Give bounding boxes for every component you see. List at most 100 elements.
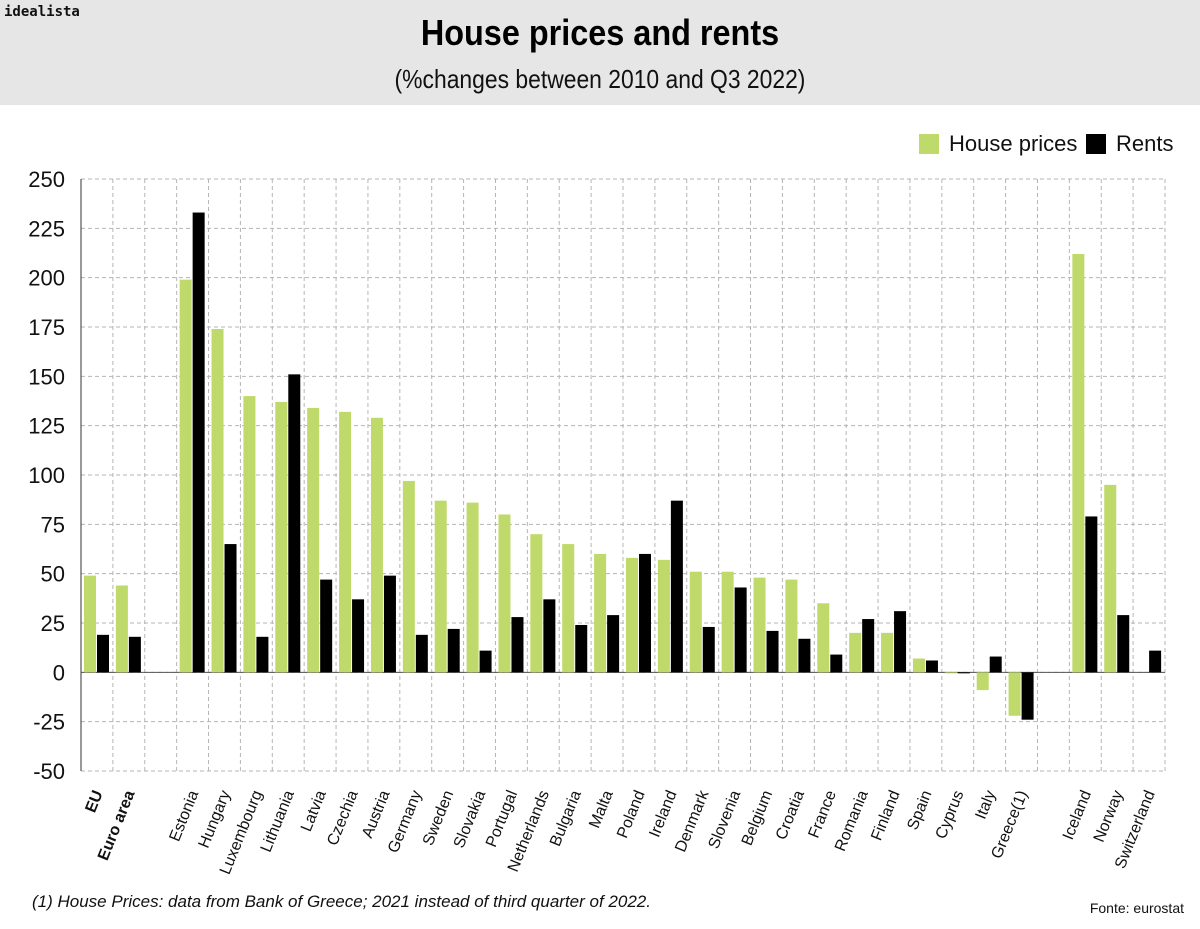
bar-house-prices	[721, 571, 734, 673]
bar-house-prices	[753, 577, 766, 673]
bar-rents	[925, 660, 938, 673]
bar-rents	[320, 579, 333, 673]
bar-rents	[97, 634, 109, 673]
bar-house-prices	[849, 632, 862, 673]
y-tick-label: -50	[33, 759, 65, 784]
bar-rents	[989, 656, 1002, 673]
bar-rents	[607, 615, 620, 673]
bar-rents	[798, 638, 811, 673]
source-credit: Fonte: eurostat	[1089, 900, 1184, 916]
x-category-label: Croatia	[773, 788, 808, 842]
bar-house-prices	[1104, 484, 1117, 673]
x-category-label: Spain	[904, 788, 935, 832]
x-category-label: Norway	[1091, 788, 1127, 845]
bar-rents	[670, 500, 683, 673]
bar-rents	[288, 374, 301, 673]
y-tick-label: 0	[53, 660, 65, 685]
x-category-label: Austria	[359, 788, 393, 841]
legend-label-rents: Rents	[1116, 131, 1174, 156]
bar-house-prices	[881, 632, 894, 673]
chart-subtitle: (%changes between 2010 and Q3 2022)	[394, 64, 806, 94]
bar-house-prices	[307, 407, 320, 673]
bar-house-prices	[179, 279, 192, 673]
x-category-label: Bulgaria	[547, 788, 585, 849]
x-category-label: Czechia	[324, 788, 361, 848]
bar-rents	[894, 611, 907, 673]
bar-rents	[224, 544, 237, 673]
x-category-label: Italy	[973, 788, 1000, 822]
bar-house-prices	[562, 544, 575, 673]
bar-rents	[479, 650, 492, 673]
x-category-label: Finland	[868, 788, 903, 843]
legend-label-house-prices: House prices	[949, 131, 1078, 156]
y-tick-label: 175	[28, 315, 65, 340]
y-tick-label: 125	[28, 414, 65, 439]
bar-house-prices	[817, 603, 830, 673]
bar-house-prices	[434, 500, 447, 673]
y-tick-label: 150	[28, 364, 65, 389]
x-category-label: Sweden	[420, 788, 457, 848]
bar-rents	[511, 617, 524, 673]
bar-house-prices	[976, 672, 989, 691]
bar-rents	[1117, 615, 1130, 673]
brand-logo: idealista	[4, 4, 80, 20]
bar-rents	[575, 624, 588, 673]
bar-rents	[830, 654, 843, 673]
bar-house-prices	[466, 502, 479, 673]
bar-house-prices	[1072, 253, 1085, 673]
x-category-label: Malta	[586, 788, 616, 831]
y-tick-label: -25	[33, 710, 65, 735]
bar-rents	[639, 553, 651, 673]
x-category-label: Latvia	[298, 788, 330, 834]
bar-house-prices	[275, 401, 288, 673]
x-category-label: France	[806, 788, 840, 841]
bar-rents	[957, 672, 970, 674]
bar-rents	[702, 626, 715, 673]
footnote: (1) House Prices: data from Bank of Gree…	[32, 892, 651, 911]
bar-rents	[766, 630, 779, 673]
bar-house-prices	[785, 579, 798, 673]
bar-house-prices	[211, 328, 224, 673]
x-category-label: Belgium	[739, 788, 776, 848]
bar-rents	[415, 634, 428, 673]
legend-item-rents: Rents	[1086, 131, 1173, 157]
y-tick-label: 250	[28, 167, 65, 192]
bar-house-prices	[594, 553, 607, 673]
bar-house-prices	[498, 514, 511, 673]
y-tick-label: 75	[41, 512, 65, 537]
bar-rents	[1085, 516, 1098, 673]
y-tick-label: 200	[28, 266, 65, 291]
y-tick-label: 100	[28, 463, 65, 488]
legend-swatch-rents	[1086, 134, 1106, 154]
x-category-label: Poland	[614, 788, 648, 841]
bar-rents	[862, 619, 875, 673]
x-category-label: Iceland	[1060, 788, 1095, 842]
bar-house-prices	[339, 411, 352, 673]
bar-rents	[128, 636, 141, 673]
bar-house-prices	[370, 417, 383, 673]
bar-house-prices	[657, 559, 670, 673]
bar-house-prices	[84, 575, 96, 673]
bar-rents	[256, 636, 269, 673]
bar-house-prices	[115, 585, 128, 673]
bar-rents	[352, 599, 365, 673]
y-tick-label: 25	[41, 611, 65, 636]
y-tick-label: 225	[28, 216, 65, 241]
bar-rents	[447, 628, 460, 673]
x-category-label: EU	[83, 788, 107, 815]
x-category-label: Ireland	[646, 788, 680, 840]
x-category-label: Estonia	[167, 788, 203, 844]
bar-rents	[383, 575, 396, 673]
bar-rents	[543, 599, 556, 673]
chart-title: House prices and rents	[420, 12, 780, 53]
bar-house-prices	[530, 534, 543, 673]
legend-item-house-prices: House prices	[919, 131, 1077, 157]
header-band: idealista House prices and rents (%chang…	[0, 0, 1200, 105]
bar-house-prices	[243, 396, 256, 673]
bar-rents	[192, 212, 205, 673]
bar-house-prices	[944, 672, 957, 674]
bar-rents	[1149, 650, 1162, 673]
bar-house-prices	[1008, 672, 1021, 716]
bar-house-prices	[402, 480, 415, 673]
